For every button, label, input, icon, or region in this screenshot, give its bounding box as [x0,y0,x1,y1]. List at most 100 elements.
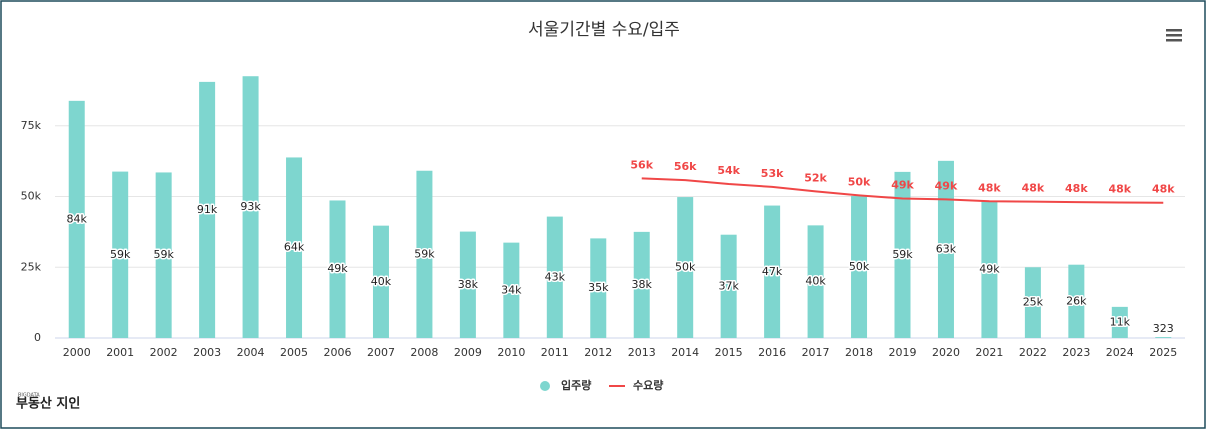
bar [286,157,303,338]
bar-value-label: 93k [240,200,261,213]
x-tick-label: 2005 [280,346,308,359]
line-value-label: 56k [630,158,653,171]
bar-value-label: 64k [284,241,305,254]
line-value-label: 53k [761,167,784,180]
bar [590,238,607,338]
line-value-label: 56k [674,160,697,173]
line [641,177,1164,204]
x-tick-label: 2002 [150,346,178,359]
x-tick-label: 2013 [628,346,656,359]
legend-label: 수요량 [633,379,663,392]
bar [1155,337,1172,338]
bar [503,242,520,338]
bar [1111,306,1128,338]
line-value-label: 48k [1022,182,1045,195]
x-tick-label: 2016 [758,346,786,359]
bar [546,216,563,338]
bar-value-label: 59k [153,248,174,261]
bar [242,76,259,338]
x-tick-label: 2014 [671,346,699,359]
x-tick-label: 2012 [584,346,612,359]
legend-swatch [540,381,550,391]
bar-value-label: 91k [197,203,218,216]
x-tick-label: 2023 [1062,346,1090,359]
x-tick-label: 2001 [106,346,134,359]
x-tick-label: 2010 [497,346,525,359]
bar-value-label: 47k [762,265,783,278]
legend-label: 입주량 [561,379,591,392]
x-tick-label: 2006 [324,346,352,359]
x-tick-label: 2000 [63,346,91,359]
y-tick-label: 75k [21,119,42,132]
bar-value-label: 49k [327,262,348,275]
x-tick-label: 2018 [845,346,873,359]
x-tick-label: 2025 [1149,346,1177,359]
bar [329,200,346,338]
menu-bar[interactable] [1166,34,1182,37]
bar [677,197,694,338]
logo: 부동산 지인 [16,396,80,412]
x-tick-label: 2021 [975,346,1003,359]
bar-value-label: 43k [545,270,566,283]
menu-bar[interactable] [1166,29,1182,32]
bar-value-label: 49k [979,262,1000,275]
y-tick-label: 0 [34,331,41,344]
bar-value-label: 38k [458,278,479,291]
bar [764,205,781,338]
x-tick-label: 2003 [193,346,221,359]
line-value-label: 50k [848,175,871,188]
x-tick-label: 2020 [932,346,960,359]
bar [199,81,216,338]
bar [633,231,650,338]
x-tick-label: 2007 [367,346,395,359]
bar [807,225,824,338]
bar-value-label: 26k [1066,294,1087,307]
line-value-label: 48k [978,181,1001,194]
logo-tag: BIGDATA [18,393,40,399]
x-tick-label: 2008 [410,346,438,359]
bar-value-label: 40k [371,275,392,288]
line-value-label: 48k [1108,182,1131,195]
x-tick-label: 2011 [541,346,569,359]
bar-value-label: 35k [588,281,609,294]
bar-value-label: 40k [805,275,826,288]
x-tick-label: 2004 [237,346,265,359]
bar [68,100,85,338]
bar [851,195,868,338]
bar [416,170,433,338]
bar [459,231,476,338]
x-tick-label: 2024 [1106,346,1134,359]
x-tick-label: 2019 [889,346,917,359]
bar-value-label: 59k [892,248,913,261]
bar-value-label: 84k [67,212,88,225]
bar-value-label: 50k [849,260,870,273]
bar-value-label: 25k [1023,296,1044,309]
line-value-label: 54k [717,164,740,177]
menu-bar[interactable] [1166,39,1182,42]
line-value-label: 49k [891,178,914,191]
bar-value-label: 59k [414,247,435,260]
y-tick-label: 25k [21,260,42,273]
x-tick-label: 2009 [454,346,482,359]
bar [937,160,954,338]
chart-title: 서울기간별 수요/입주 [528,20,680,40]
bar-value-label: 11k [1110,315,1131,328]
line-value-label: 48k [1152,183,1175,196]
x-tick-label: 2022 [1019,346,1047,359]
bar-value-label: 323 [1153,322,1174,335]
line-value-label: 48k [1065,182,1088,195]
bar-value-label: 38k [632,278,653,291]
bar [1068,264,1085,338]
bar [894,171,911,338]
line-value-label: 52k [804,171,827,184]
bar [981,200,998,338]
x-tick-label: 2017 [802,346,830,359]
bar [1024,267,1041,338]
menu-button[interactable] [1166,29,1182,42]
bar [155,172,172,338]
bar-value-label: 63k [936,242,957,255]
bar-value-label: 59k [110,248,131,261]
line-value-label: 49k [935,179,958,192]
